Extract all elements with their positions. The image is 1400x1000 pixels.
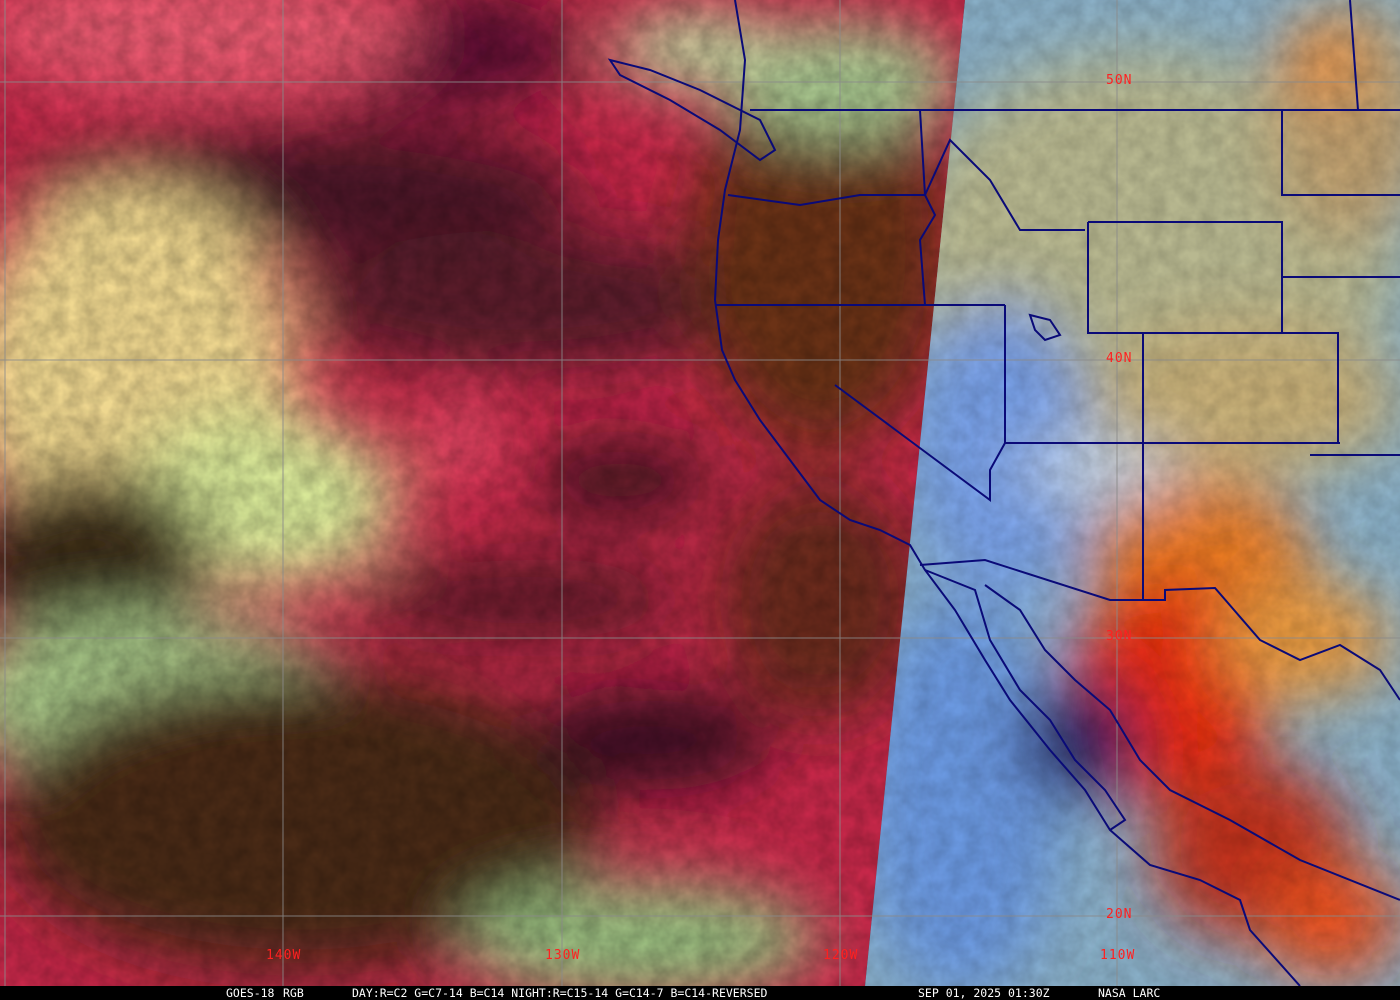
- caption-recipe: DAY:R=C2 G=C7-14 B=C14 NIGHT:R=C15-14 G=…: [352, 986, 768, 1000]
- lon-label-130w: 130W: [545, 948, 581, 963]
- north-border-east: [1349, 0, 1359, 111]
- idaho-border: [919, 109, 1085, 231]
- caption-product: RGB: [283, 986, 304, 1000]
- lon-label-140w: 140W: [266, 948, 302, 963]
- lat-label-40n: 40N: [1106, 351, 1133, 366]
- lon-label-120w: 120W: [823, 948, 859, 963]
- montana-border: [1281, 110, 1400, 196]
- political-boundaries: [607, 0, 1400, 986]
- image-caption: GOES-18 RGB DAY:R=C2 G=C7-14 B=C14 NIGHT…: [0, 986, 1400, 1000]
- caption-satellite: GOES-18: [226, 986, 275, 1000]
- caption-credit: NASA LARC: [1098, 986, 1161, 1000]
- baja-coast: [924, 569, 1127, 831]
- coastline: [713, 0, 1301, 986]
- great-salt-lake: [1028, 313, 1062, 342]
- lon-label-110w: 110W: [1100, 948, 1136, 963]
- gulf-coast: [984, 584, 1400, 901]
- lat-label-20n: 20N: [1106, 907, 1133, 922]
- colorado-border: [1282, 332, 1339, 443]
- lat-label-50n: 50N: [1106, 73, 1133, 88]
- lat-label-30n: 30N: [1106, 629, 1133, 644]
- us-mexico-border: [919, 558, 1400, 701]
- caption-datetime: SEP 01, 2025 01:30Z: [918, 986, 1050, 1000]
- nevada-border: [834, 305, 1006, 502]
- vancouver-island: [607, 58, 777, 162]
